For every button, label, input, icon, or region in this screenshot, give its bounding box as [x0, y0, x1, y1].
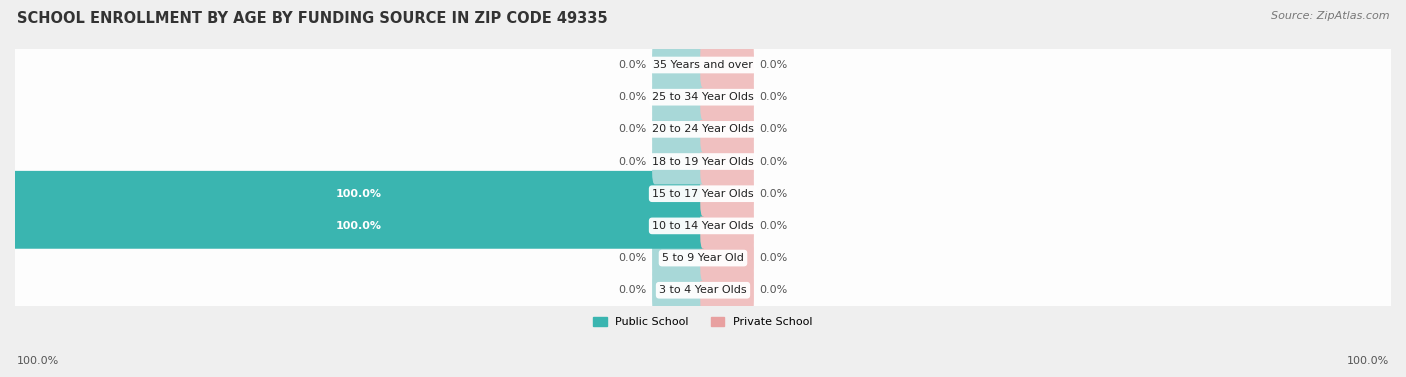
FancyBboxPatch shape	[652, 107, 706, 152]
Text: 0.0%: 0.0%	[759, 156, 787, 167]
Text: 0.0%: 0.0%	[759, 189, 787, 199]
FancyBboxPatch shape	[15, 210, 1391, 242]
Text: 0.0%: 0.0%	[759, 60, 787, 70]
FancyBboxPatch shape	[652, 235, 706, 281]
Text: 18 to 19 Year Olds: 18 to 19 Year Olds	[652, 156, 754, 167]
Text: 0.0%: 0.0%	[759, 285, 787, 295]
FancyBboxPatch shape	[13, 203, 706, 249]
FancyBboxPatch shape	[700, 42, 754, 88]
Text: 0.0%: 0.0%	[759, 221, 787, 231]
FancyBboxPatch shape	[652, 42, 706, 88]
FancyBboxPatch shape	[13, 171, 706, 216]
FancyBboxPatch shape	[652, 74, 706, 120]
FancyBboxPatch shape	[700, 74, 754, 120]
Text: 0.0%: 0.0%	[619, 124, 647, 134]
Text: 100.0%: 100.0%	[17, 356, 59, 366]
FancyBboxPatch shape	[15, 81, 1391, 113]
Text: 10 to 14 Year Olds: 10 to 14 Year Olds	[652, 221, 754, 231]
FancyBboxPatch shape	[15, 146, 1391, 178]
Text: 15 to 17 Year Olds: 15 to 17 Year Olds	[652, 189, 754, 199]
Text: 0.0%: 0.0%	[759, 253, 787, 263]
Text: Source: ZipAtlas.com: Source: ZipAtlas.com	[1271, 11, 1389, 21]
FancyBboxPatch shape	[700, 267, 754, 313]
Text: 100.0%: 100.0%	[1347, 356, 1389, 366]
FancyBboxPatch shape	[700, 171, 754, 216]
Text: 0.0%: 0.0%	[759, 124, 787, 134]
Text: 3 to 4 Year Olds: 3 to 4 Year Olds	[659, 285, 747, 295]
Text: 0.0%: 0.0%	[619, 285, 647, 295]
FancyBboxPatch shape	[652, 139, 706, 184]
FancyBboxPatch shape	[700, 139, 754, 184]
Text: 0.0%: 0.0%	[759, 92, 787, 102]
FancyBboxPatch shape	[15, 178, 1391, 210]
Legend: Public School, Private School: Public School, Private School	[589, 312, 817, 332]
FancyBboxPatch shape	[652, 267, 706, 313]
FancyBboxPatch shape	[700, 107, 754, 152]
Text: 0.0%: 0.0%	[619, 156, 647, 167]
Text: SCHOOL ENROLLMENT BY AGE BY FUNDING SOURCE IN ZIP CODE 49335: SCHOOL ENROLLMENT BY AGE BY FUNDING SOUR…	[17, 11, 607, 26]
Text: 5 to 9 Year Old: 5 to 9 Year Old	[662, 253, 744, 263]
Text: 0.0%: 0.0%	[619, 92, 647, 102]
FancyBboxPatch shape	[15, 113, 1391, 146]
FancyBboxPatch shape	[700, 235, 754, 281]
Text: 20 to 24 Year Olds: 20 to 24 Year Olds	[652, 124, 754, 134]
Text: 25 to 34 Year Olds: 25 to 34 Year Olds	[652, 92, 754, 102]
FancyBboxPatch shape	[15, 242, 1391, 274]
Text: 0.0%: 0.0%	[619, 253, 647, 263]
FancyBboxPatch shape	[15, 49, 1391, 81]
FancyBboxPatch shape	[15, 274, 1391, 307]
Text: 100.0%: 100.0%	[336, 221, 382, 231]
Text: 0.0%: 0.0%	[619, 60, 647, 70]
Text: 100.0%: 100.0%	[336, 189, 382, 199]
FancyBboxPatch shape	[700, 203, 754, 249]
Text: 35 Years and over: 35 Years and over	[652, 60, 754, 70]
